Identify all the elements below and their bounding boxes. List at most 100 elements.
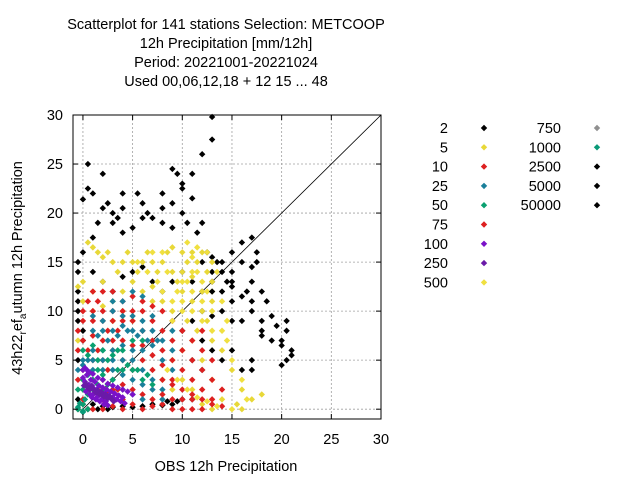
point-5-12 bbox=[144, 249, 151, 256]
point-2-35 bbox=[238, 293, 246, 300]
point-2-108 bbox=[174, 398, 181, 405]
point-5-48 bbox=[149, 298, 156, 305]
point-25-29 bbox=[139, 366, 146, 374]
x-tick-label-20: 20 bbox=[274, 432, 290, 448]
point-100-35 bbox=[81, 364, 89, 372]
point-25-9 bbox=[134, 332, 141, 339]
point-25-56 bbox=[119, 298, 126, 305]
point-500-41 bbox=[223, 317, 231, 325]
point-2-4 bbox=[94, 219, 102, 227]
point-2-52 bbox=[179, 180, 186, 187]
legend-label-500: 500 bbox=[424, 275, 448, 291]
x-tick-label-25: 25 bbox=[323, 432, 339, 448]
point-50-0 bbox=[79, 347, 87, 354]
point-2-9 bbox=[114, 214, 121, 222]
point-25-11 bbox=[144, 337, 151, 344]
legend-marker-5000 bbox=[593, 182, 601, 190]
point-2-77 bbox=[228, 317, 236, 325]
point-250-11 bbox=[102, 391, 109, 398]
point-50000-0 bbox=[208, 136, 216, 143]
y-axis-label-sub: r bbox=[18, 331, 29, 335]
point-10-4 bbox=[89, 317, 97, 325]
point-50-23 bbox=[129, 366, 136, 374]
point-5000-4 bbox=[278, 361, 285, 369]
point-500-23 bbox=[169, 317, 176, 325]
point-10-0 bbox=[79, 307, 87, 315]
point-2-17 bbox=[159, 219, 166, 227]
point-25-54 bbox=[169, 327, 176, 334]
point-2-65 bbox=[149, 278, 156, 285]
point-10-53 bbox=[129, 386, 136, 393]
point-10-74 bbox=[119, 337, 126, 344]
point-10-82 bbox=[208, 356, 216, 364]
x-tick-label-0: 0 bbox=[79, 432, 87, 448]
point-5-68 bbox=[179, 249, 186, 256]
point-75-12 bbox=[159, 391, 166, 398]
point-50-25 bbox=[139, 376, 146, 383]
point-500-0 bbox=[159, 288, 166, 295]
point-50-22 bbox=[124, 361, 131, 369]
series-2500 bbox=[208, 234, 285, 344]
x-tick-label-15: 15 bbox=[224, 432, 240, 448]
point-2-18 bbox=[169, 224, 176, 231]
point-2-28 bbox=[208, 253, 216, 261]
point-5-36 bbox=[238, 386, 246, 393]
point-25-16 bbox=[119, 312, 126, 320]
point-10-41 bbox=[139, 356, 146, 364]
point-10-23 bbox=[169, 356, 176, 364]
legend-marker-50 bbox=[480, 202, 488, 209]
point-100-46 bbox=[129, 391, 136, 398]
legend-marker-75 bbox=[480, 221, 488, 228]
point-50-4 bbox=[99, 347, 107, 354]
point-50-20 bbox=[114, 366, 121, 374]
point-100-10 bbox=[99, 384, 107, 391]
point-100-38 bbox=[89, 370, 97, 378]
point-2-13 bbox=[134, 190, 141, 197]
point-2500-13 bbox=[278, 337, 285, 344]
point-100-18 bbox=[115, 392, 122, 399]
point-500-39 bbox=[213, 268, 221, 276]
point-10-46 bbox=[179, 396, 186, 403]
point-25-59 bbox=[99, 317, 107, 325]
x-axis-label: OBS 12h Precipitation bbox=[155, 459, 298, 475]
point-5-64 bbox=[159, 298, 166, 305]
point-500-37 bbox=[193, 244, 201, 251]
point-2-3 bbox=[89, 234, 97, 241]
point-10-84 bbox=[198, 327, 206, 334]
point-5000-3 bbox=[288, 352, 295, 359]
point-10-79 bbox=[74, 327, 82, 334]
point-10-29 bbox=[198, 386, 206, 393]
point-2-8 bbox=[109, 219, 116, 227]
point-50-12 bbox=[74, 386, 82, 393]
point-100-20 bbox=[119, 394, 126, 401]
point-50-34 bbox=[139, 337, 146, 344]
point-10-61 bbox=[109, 288, 116, 295]
point-500-3 bbox=[189, 288, 196, 295]
legend-marker-50000 bbox=[593, 202, 601, 209]
point-500-2 bbox=[179, 298, 186, 305]
point-5000-0 bbox=[258, 327, 265, 334]
point-2-26 bbox=[198, 258, 206, 266]
point-25-8 bbox=[129, 327, 136, 334]
y-axis-label: 43h22refautumn 12h Precipitation bbox=[10, 161, 29, 375]
point-10-81 bbox=[74, 376, 82, 383]
point-25-28 bbox=[129, 356, 136, 364]
point-2-59 bbox=[89, 268, 97, 276]
y-tick-label-20: 20 bbox=[47, 206, 63, 222]
plot-frame bbox=[72, 114, 382, 420]
point-5-40 bbox=[238, 405, 246, 413]
point-25-53 bbox=[169, 347, 176, 354]
point-2-62 bbox=[119, 273, 126, 281]
point-10-50 bbox=[159, 401, 166, 408]
point-50000-5 bbox=[159, 204, 166, 212]
legend-marker-1000 bbox=[593, 144, 601, 151]
point-50-11 bbox=[99, 371, 107, 379]
point-10-5 bbox=[94, 298, 102, 305]
data-points bbox=[74, 113, 295, 416]
point-10-31 bbox=[208, 396, 216, 403]
point-75-9 bbox=[129, 401, 136, 408]
y-tick-label-30: 30 bbox=[47, 108, 63, 124]
point-2-75 bbox=[208, 312, 216, 320]
point-2-29 bbox=[208, 268, 216, 276]
